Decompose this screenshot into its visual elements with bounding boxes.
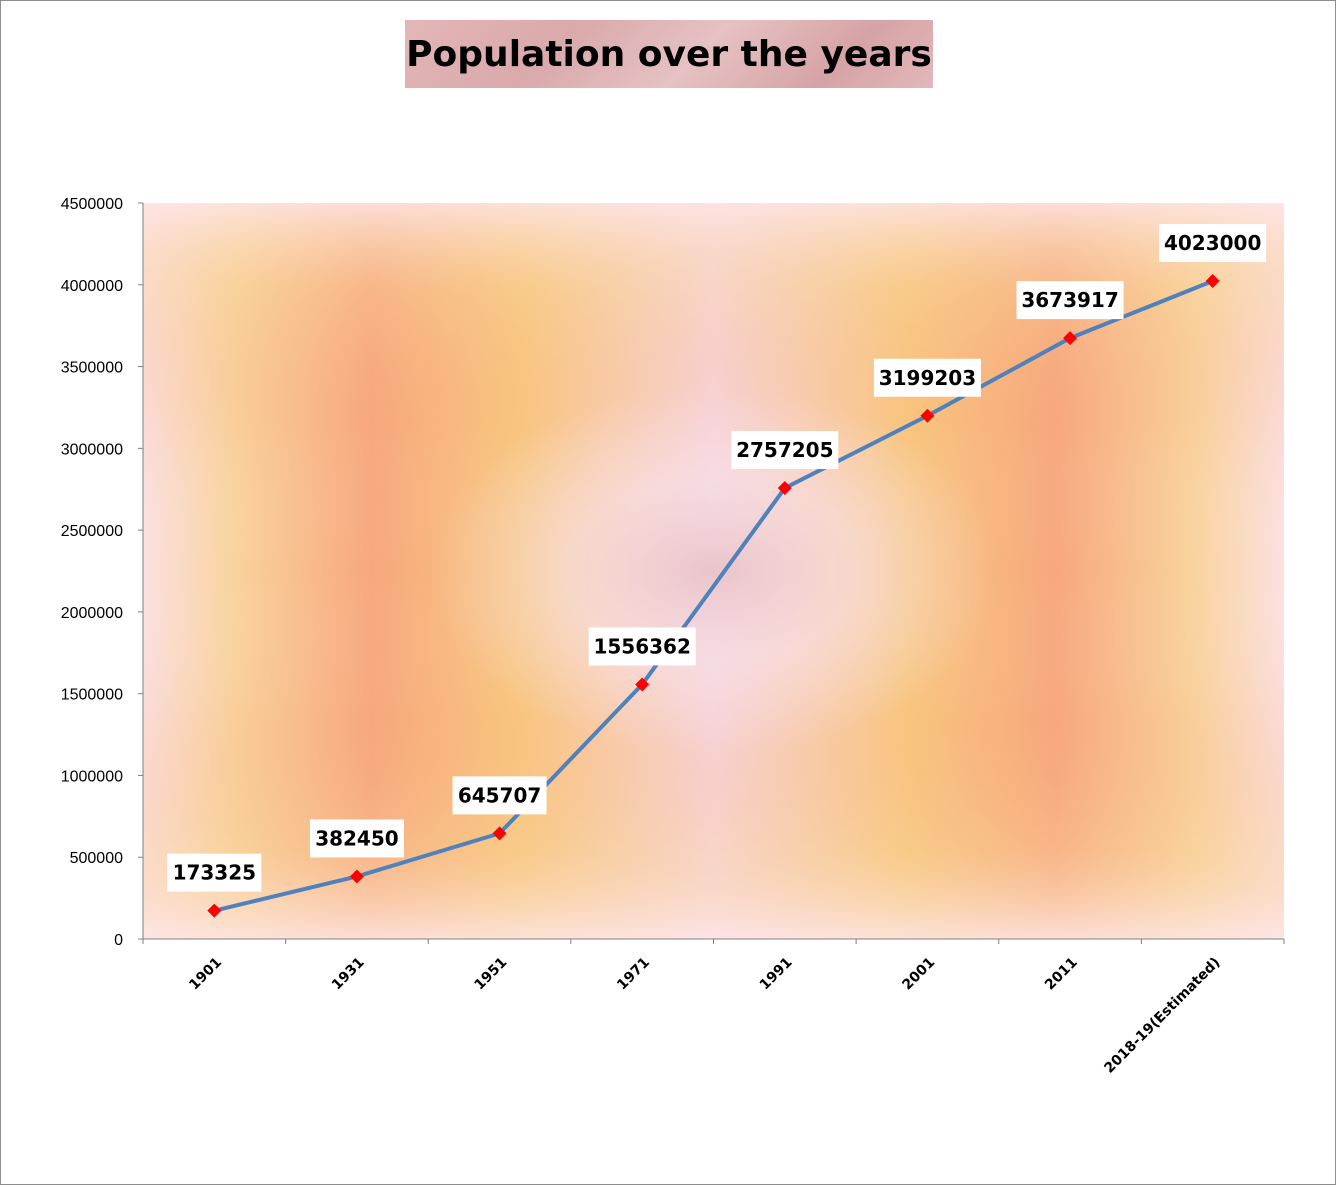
data-label-value: 3673917: [1021, 288, 1118, 312]
data-label-value: 4023000: [1164, 231, 1261, 255]
data-label: 3199203: [873, 358, 981, 397]
x-axis-ticks: 1901 1931 1951 1971 1991 2001 2011 2018-19(Esti…: [142, 939, 1285, 1077]
data-point-marker: [1063, 331, 1078, 346]
data-label-box: [588, 627, 696, 666]
y-tick-label: 1000000: [61, 768, 123, 785]
y-tick-label: 3000000: [61, 441, 123, 458]
data-label-value: 645707: [458, 783, 542, 807]
data-point-marker: [635, 677, 650, 692]
plot-area-background: [143, 203, 1284, 939]
y-tick-label: 4000000: [61, 278, 123, 295]
x-tick-label: 1931: [329, 955, 368, 994]
data-label-box: [731, 431, 839, 470]
y-tick-label: 1500000: [61, 687, 123, 704]
y-tick-label: 500000: [70, 850, 123, 867]
data-label-value: 1556362: [593, 634, 690, 658]
data-label-box: [1016, 281, 1124, 320]
data-label: 3673917: [1016, 281, 1124, 320]
data-label-box: [167, 853, 262, 892]
chart-title: Population over the years: [406, 33, 932, 75]
y-axis-ticks: 0 500000 1000000 1500000 2000000 2500000 30000…: [61, 196, 143, 949]
y-tick-label: 2000000: [61, 605, 123, 622]
series-line: [213, 279, 1214, 913]
x-tick-label: 2011: [1042, 955, 1081, 994]
data-point-marker: [207, 903, 222, 918]
data-label-value: 3199203: [879, 366, 976, 390]
y-tick-label: 3500000: [61, 360, 123, 377]
x-tick-label: 1901: [186, 955, 225, 994]
data-label: 1556362: [588, 627, 696, 666]
x-tick-label: 2018-19(Estimated): [1101, 955, 1223, 1077]
y-tick-label: 4500000: [61, 196, 123, 213]
data-label-box: [1159, 224, 1267, 263]
population-series: [207, 274, 1220, 918]
y-tick-label: 0: [114, 932, 123, 949]
x-tick-label: 1991: [757, 955, 796, 994]
data-point-marker: [349, 869, 364, 884]
data-label: 645707: [452, 776, 547, 815]
chart-title-box: Population over the years: [405, 20, 933, 88]
data-label-box: [873, 358, 981, 397]
data-label-value: 173325: [173, 861, 257, 885]
data-label: 2757205: [731, 431, 839, 470]
y-tick-label: 2500000: [61, 523, 123, 540]
data-point-marker: [1205, 274, 1220, 289]
data-labels: 173325 382450 645707 1556362 2757205 3199203 3…: [167, 224, 1267, 892]
data-label: 382450: [309, 819, 404, 858]
data-label-value: 2757205: [736, 438, 833, 462]
data-label-box: [452, 776, 547, 815]
data-point-marker: [920, 408, 935, 423]
data-label: 4023000: [1159, 224, 1267, 263]
x-tick-label: 1951: [472, 955, 511, 994]
data-label-value: 382450: [315, 826, 399, 850]
x-tick-label: 1971: [614, 955, 653, 994]
data-label: 173325: [167, 853, 262, 892]
data-label-box: [309, 819, 404, 858]
data-point-marker: [777, 481, 792, 496]
x-tick-label: 2001: [899, 955, 938, 994]
data-point-marker: [492, 826, 507, 841]
